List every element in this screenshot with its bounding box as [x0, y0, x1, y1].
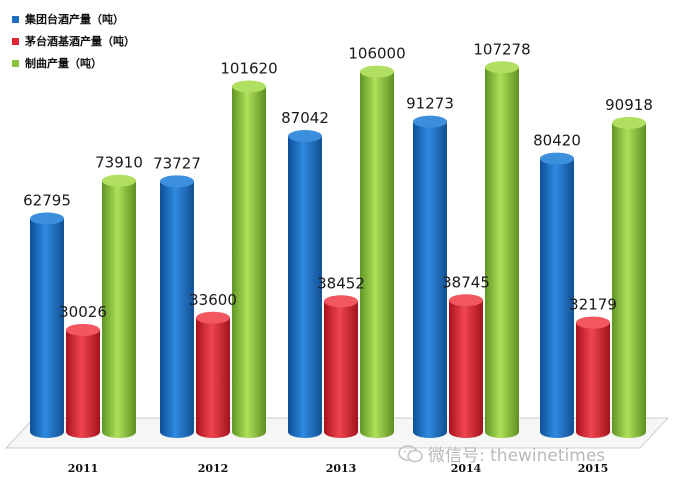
bar-series-base-liquor-2014 — [449, 294, 483, 438]
legend-swatch-blue — [12, 15, 19, 23]
data-label-series-koji-2014: 107278 — [473, 40, 530, 58]
data-label-series-koji-2012: 101620 — [220, 59, 277, 77]
bar-series-base-liquor-2011 — [66, 323, 100, 438]
legend-label: 集团台酒产量（吨） — [25, 13, 124, 26]
data-label-series-base-liquor-2011: 30026 — [59, 303, 107, 321]
bar-series-base-liquor-2015 — [576, 316, 610, 438]
x-tick-label-2011: 2011 — [68, 462, 99, 475]
watermark: 微信号: thewinetimes — [398, 441, 605, 466]
data-label-series-koji-2013: 106000 — [348, 45, 405, 63]
bar-series-group-2011 — [30, 212, 64, 438]
legend-label: 制曲产量（吨） — [25, 57, 102, 70]
x-tick-label-2013: 2013 — [326, 462, 357, 475]
x-tick-label-2015: 2015 — [578, 462, 609, 475]
bar-series-group-2012 — [160, 175, 194, 439]
bar-series-koji-2012 — [232, 80, 266, 438]
legend-swatch-green — [12, 59, 19, 67]
bar-series-koji-2014 — [485, 61, 519, 439]
bar-series-base-liquor-2012 — [196, 311, 230, 438]
labels-layer: 62795 30026 73910 2011 73727 33600 101620 2012 8… — [23, 40, 653, 475]
data-label-series-group-2012: 73727 — [153, 154, 201, 172]
data-label-series-base-liquor-2013: 38452 — [317, 274, 365, 292]
data-label-series-koji-2011: 73910 — [95, 154, 143, 172]
x-tick-label-2014: 2014 — [451, 462, 482, 475]
wechat-icon — [398, 444, 423, 462]
legend-swatch-red — [12, 37, 19, 45]
data-label-series-group-2013: 87042 — [281, 109, 329, 127]
bars-layer — [30, 61, 646, 439]
bar-series-koji-2013 — [360, 65, 394, 438]
data-label-series-group-2015: 80420 — [533, 132, 581, 150]
bar-series-koji-2011 — [102, 174, 136, 438]
bar-series-koji-2015 — [612, 116, 646, 439]
bar-series-group-2015 — [540, 152, 574, 438]
legend-item-base-liquor: 茅台酒基酒产量（吨） — [12, 30, 135, 52]
bar-series-group-2014 — [413, 115, 447, 438]
data-label-series-group-2011: 62795 — [23, 191, 71, 209]
data-label-series-base-liquor-2014: 38745 — [442, 273, 490, 291]
data-label-series-base-liquor-2015: 32179 — [569, 296, 617, 314]
bar-series-group-2013 — [288, 130, 322, 439]
legend-item-koji: 制曲产量（吨） — [12, 52, 135, 74]
data-label-series-base-liquor-2012: 33600 — [189, 291, 237, 309]
x-tick-label-2012: 2012 — [198, 462, 229, 475]
data-label-series-koji-2015: 90918 — [605, 96, 653, 114]
legend-item-group-liquor: 集团台酒产量（吨） — [12, 8, 135, 30]
watermark-text: 微信号: thewinetimes — [428, 446, 606, 466]
data-label-series-group-2014: 91273 — [406, 95, 454, 113]
legend-label: 茅台酒基酒产量（吨） — [25, 35, 135, 48]
legend: 集团台酒产量（吨） 茅台酒基酒产量（吨） 制曲产量（吨） — [12, 8, 135, 74]
bar-series-base-liquor-2013 — [324, 295, 358, 438]
